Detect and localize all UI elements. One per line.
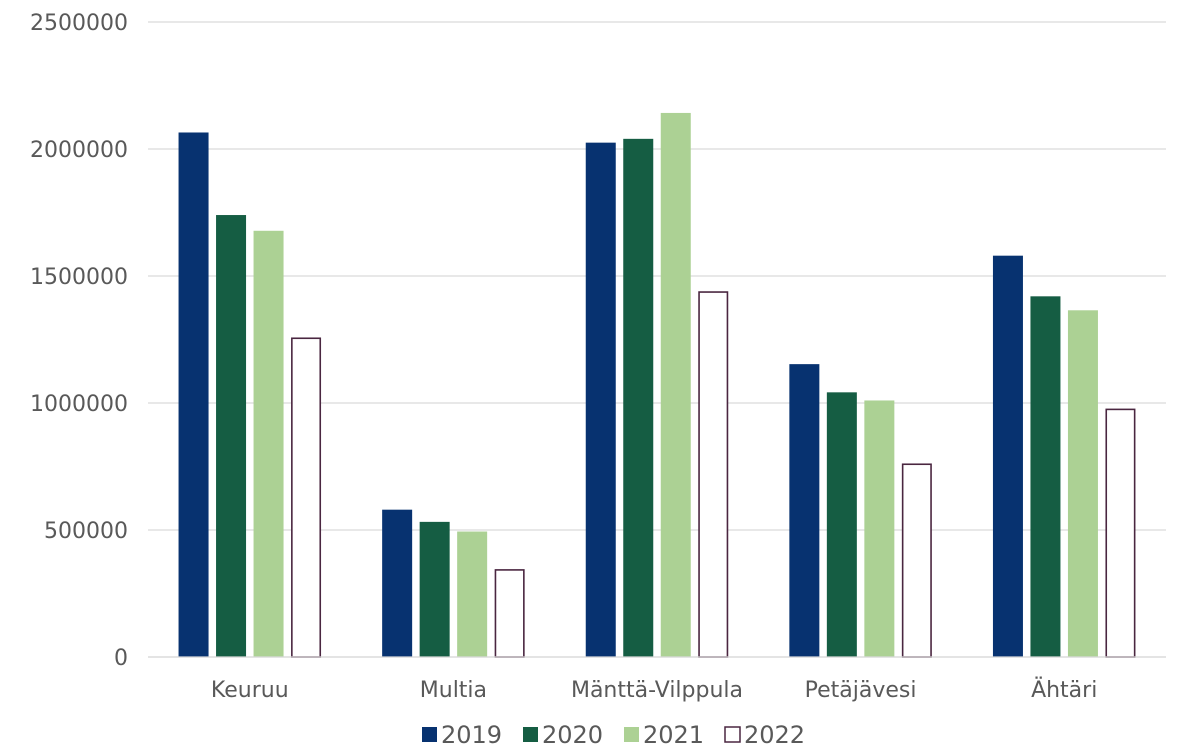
bar-2021-3	[864, 400, 895, 657]
bar-2021-1	[457, 531, 488, 657]
bars	[178, 112, 1136, 658]
bar-2021-0	[253, 230, 284, 657]
bar-2020-0	[216, 215, 247, 658]
bar-2022-0	[291, 337, 322, 658]
bar-2019-1	[382, 509, 413, 657]
legend-swatch	[724, 726, 741, 743]
y-tick-label: 500000	[44, 519, 128, 544]
bar-2020-2	[623, 138, 654, 658]
bar-2019-3	[789, 364, 820, 657]
legend-swatch	[624, 727, 639, 742]
y-tick-label: 2000000	[30, 138, 128, 163]
category-label: Keuruu	[211, 678, 289, 703]
y-tick-label: 0	[114, 646, 128, 671]
y-tick-label: 1000000	[30, 392, 128, 417]
bar-2019-0	[178, 132, 209, 658]
bar-2021-2	[660, 112, 691, 657]
legend-label: 2022	[744, 721, 805, 749]
bar-2022-3	[901, 463, 932, 658]
legend-swatch	[523, 727, 538, 742]
bar-2022-2	[698, 291, 729, 658]
category-label: Petäjävesi	[805, 678, 917, 703]
y-axis-ticks: 0 500000 1000000 1500000 2000000 2500000	[30, 11, 128, 671]
bar-2019-2	[585, 142, 616, 657]
bar-2020-3	[826, 392, 857, 657]
bar-2020-4	[1030, 296, 1061, 657]
y-tick-label: 1500000	[30, 265, 128, 290]
category-label: Ähtäri	[1031, 677, 1097, 703]
y-tick-label: 2500000	[30, 11, 128, 36]
legend-label: 2021	[643, 721, 704, 749]
bar-2022-4	[1105, 408, 1136, 658]
bar-2022-1	[494, 569, 525, 658]
category-label: Mänttä-Vilppula	[571, 678, 743, 703]
bar-2020-1	[419, 521, 450, 657]
x-axis: Keuruu Multia Mänttä-Vilppula Petäjävesi Äht…	[148, 656, 1166, 703]
bar-2021-4	[1067, 310, 1098, 657]
bar-2019-4	[992, 255, 1023, 657]
category-label: Multia	[420, 678, 487, 703]
legend-swatch	[422, 727, 437, 742]
legend-label: 2020	[542, 721, 603, 749]
legend-label: 2019	[441, 721, 502, 749]
legend: 2019 2020 2021 2022	[422, 721, 805, 749]
